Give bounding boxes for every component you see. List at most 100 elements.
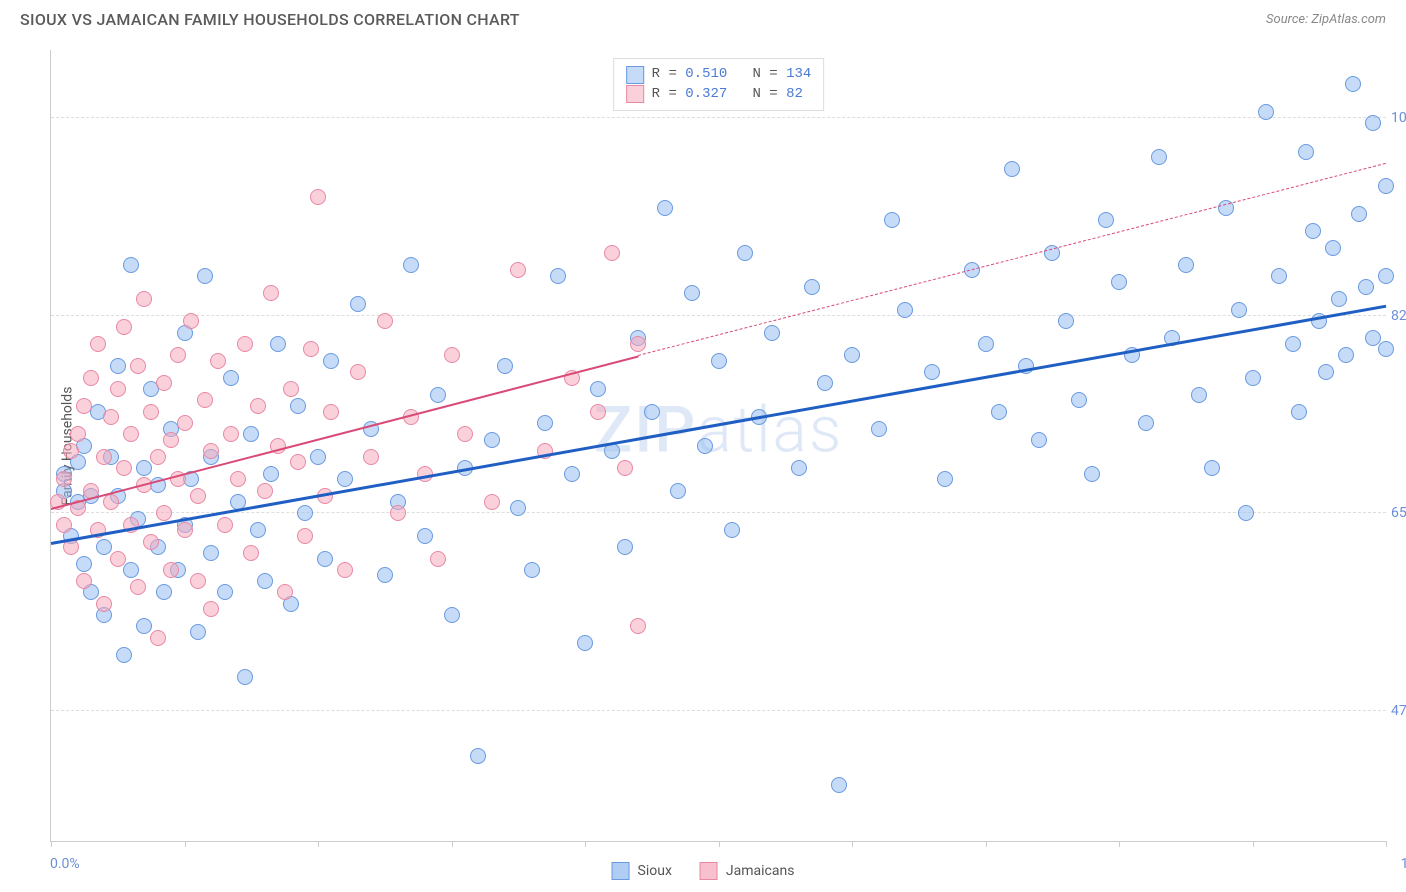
- data-point: [510, 500, 526, 516]
- data-point: [617, 460, 633, 476]
- data-point: [1378, 178, 1394, 194]
- data-point: [390, 505, 406, 521]
- data-point: [223, 370, 239, 386]
- data-point: [417, 528, 433, 544]
- data-point: [1271, 268, 1287, 284]
- chart-area: ZIPatlas R = 0.510 N = 134R = 0.327 N = …: [50, 50, 1386, 842]
- data-point: [197, 268, 213, 284]
- y-tick-label: 100.0%: [1391, 110, 1406, 126]
- data-point: [310, 189, 326, 205]
- data-point: [217, 517, 233, 533]
- data-point: [130, 579, 146, 595]
- data-point: [1138, 415, 1154, 431]
- data-point: [297, 528, 313, 544]
- data-point: [884, 212, 900, 228]
- data-point: [484, 432, 500, 448]
- data-point: [297, 505, 313, 521]
- data-point: [1151, 149, 1167, 165]
- data-point: [123, 257, 139, 273]
- data-point: [1178, 257, 1194, 273]
- data-point: [1331, 291, 1347, 307]
- data-point: [56, 517, 72, 533]
- data-point: [190, 624, 206, 640]
- data-point: [590, 404, 606, 420]
- data-point: [283, 381, 299, 397]
- data-point: [484, 494, 500, 510]
- data-point: [1351, 206, 1367, 222]
- data-point: [290, 398, 306, 414]
- data-point: [1345, 76, 1361, 92]
- data-point: [791, 460, 807, 476]
- data-point: [237, 336, 253, 352]
- legend-item: Sioux: [612, 862, 672, 880]
- data-point: [630, 336, 646, 352]
- data-point: [163, 432, 179, 448]
- gridline: [51, 315, 1386, 316]
- data-point: [76, 556, 92, 572]
- data-point: [350, 296, 366, 312]
- data-point: [177, 522, 193, 538]
- data-point: [217, 584, 233, 600]
- x-tick: [852, 841, 853, 847]
- data-point: [1231, 302, 1247, 318]
- data-point: [871, 421, 887, 437]
- data-point: [831, 777, 847, 793]
- data-point: [156, 505, 172, 521]
- data-point: [1031, 432, 1047, 448]
- data-point: [711, 353, 727, 369]
- data-point: [190, 488, 206, 504]
- x-tick: [719, 841, 720, 847]
- data-point: [290, 454, 306, 470]
- data-point: [1204, 460, 1220, 476]
- legend-label: Jamaicans: [726, 863, 795, 879]
- data-point: [270, 336, 286, 352]
- data-point: [978, 336, 994, 352]
- data-point: [924, 364, 940, 380]
- data-point: [1365, 115, 1381, 131]
- data-point: [1285, 336, 1301, 352]
- data-point: [1098, 212, 1114, 228]
- data-point: [250, 398, 266, 414]
- data-point: [150, 449, 166, 465]
- data-point: [63, 443, 79, 459]
- data-point: [1378, 268, 1394, 284]
- data-point: [1338, 347, 1354, 363]
- data-point: [403, 257, 419, 273]
- data-point: [1291, 404, 1307, 420]
- data-point: [1084, 466, 1100, 482]
- x-axis-end-label: 100.0%: [1401, 856, 1406, 872]
- y-tick-label: 82.5%: [1391, 308, 1406, 324]
- data-point: [76, 573, 92, 589]
- data-point: [1238, 505, 1254, 521]
- data-point: [684, 285, 700, 301]
- data-point: [444, 607, 460, 623]
- x-tick: [318, 841, 319, 847]
- data-point: [170, 347, 186, 363]
- data-point: [143, 404, 159, 420]
- data-point: [136, 291, 152, 307]
- legend-stat: R = 0.510 N = 134: [652, 65, 812, 85]
- data-point: [177, 415, 193, 431]
- data-point: [150, 630, 166, 646]
- x-tick: [1253, 841, 1254, 847]
- data-point: [210, 353, 226, 369]
- data-point: [143, 534, 159, 550]
- data-point: [844, 347, 860, 363]
- data-point: [116, 460, 132, 476]
- data-point: [1325, 240, 1341, 256]
- gridline: [51, 512, 1386, 513]
- x-tick: [452, 841, 453, 847]
- data-point: [96, 539, 112, 555]
- data-point: [123, 426, 139, 442]
- correlation-legend-row: R = 0.510 N = 134: [626, 65, 812, 85]
- x-tick: [185, 841, 186, 847]
- data-point: [1358, 279, 1374, 295]
- correlation-legend-row: R = 0.327 N = 82: [626, 85, 812, 105]
- data-point: [617, 539, 633, 555]
- data-point: [277, 584, 293, 600]
- data-point: [96, 596, 112, 612]
- legend-stat: R = 0.327 N = 82: [652, 85, 803, 105]
- data-point: [83, 370, 99, 386]
- data-point: [764, 325, 780, 341]
- data-point: [897, 302, 913, 318]
